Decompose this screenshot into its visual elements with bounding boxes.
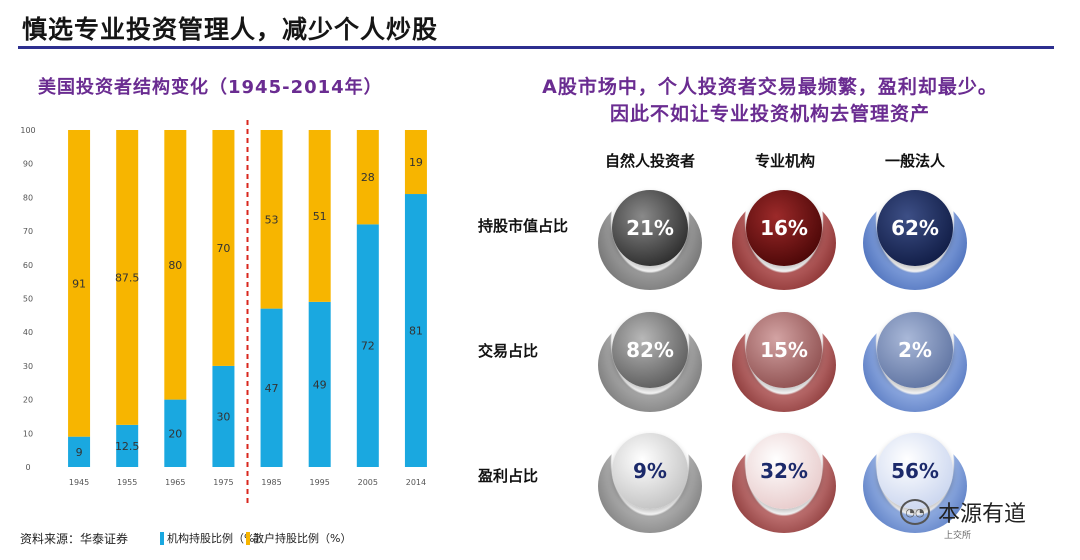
column-header-corporate: 一般法人 xyxy=(884,152,945,170)
bar-label-institutional-1955: 12.5 xyxy=(115,440,140,453)
ball-holding-individual: 21% xyxy=(598,190,702,294)
y-tick-label: 90 xyxy=(23,160,33,169)
bar-institutional-1985 xyxy=(260,308,283,467)
watermark: ◔◔ 本源有道 xyxy=(900,496,1026,528)
legend-retail: 散户持股比例（%） xyxy=(246,530,351,546)
bar-label-retail-1965: 80 xyxy=(168,259,182,272)
bar-label-institutional-1965: 20 xyxy=(168,427,182,440)
bar-institutional-1965 xyxy=(164,399,187,467)
value-profit-institution: 32% xyxy=(746,433,822,509)
bar-retail-1965 xyxy=(164,130,187,400)
bar-label-retail-1975: 70 xyxy=(216,242,230,255)
row-header-holding: 持股市值占比 xyxy=(478,217,569,235)
x-tick-label: 1985 xyxy=(261,478,281,487)
value-profit-individual: 9% xyxy=(612,433,688,509)
bar-retail-2005 xyxy=(356,130,379,225)
legend-institutional: 机构持股比例（%） xyxy=(160,530,265,546)
value-trading-individual: 82% xyxy=(612,312,688,388)
bar-retail-1985 xyxy=(260,130,283,309)
ball-holding-institution: 16% xyxy=(732,190,836,294)
bar-retail-1955 xyxy=(116,130,139,425)
value-holding-institution: 16% xyxy=(746,190,822,266)
bar-institutional-1945 xyxy=(68,436,91,467)
bar-label-retail-1995: 51 xyxy=(313,210,327,223)
right-headline-1: A股市场中，个人投资者交易最频繁，盈利却最少。 xyxy=(542,76,998,98)
legend-label-retail: 散户持股比例（%） xyxy=(253,532,352,545)
ball-holding-corporate: 62% xyxy=(863,190,967,294)
x-tick-label: 1945 xyxy=(69,478,89,487)
x-tick-label: 2005 xyxy=(358,478,378,487)
bar-retail-2014 xyxy=(404,130,427,195)
page-title: 慎选专业投资管理人，减少个人炒股 xyxy=(22,15,439,44)
value-trading-corporate: 2% xyxy=(877,312,953,388)
value-holding-corporate: 62% xyxy=(877,190,953,266)
y-tick-label: 10 xyxy=(23,429,33,438)
value-trading-institution: 15% xyxy=(746,312,822,388)
bar-label-institutional-2014: 81 xyxy=(409,325,423,338)
source-note: 资料来源：华泰证券 xyxy=(20,532,129,546)
x-tick-label: 1965 xyxy=(165,478,185,487)
ball-profit-corporate: 56% xyxy=(863,433,967,537)
legend-swatch-institutional xyxy=(160,531,164,545)
bar-institutional-1995 xyxy=(308,301,331,467)
value-holding-individual: 21% xyxy=(612,190,688,266)
x-tick-label: 1995 xyxy=(310,478,330,487)
legend-label-institutional: 机构持股比例（%） xyxy=(167,532,266,545)
ball-profit-individual: 9% xyxy=(598,433,702,537)
column-header-individual: 自然人投资者 xyxy=(604,152,695,170)
ball-trading-individual: 82% xyxy=(598,312,702,416)
ball-trading-institution: 15% xyxy=(732,312,836,416)
y-tick-label: 60 xyxy=(23,261,33,270)
bar-institutional-2014 xyxy=(404,194,427,467)
bar-label-institutional-1975: 30 xyxy=(216,410,230,423)
x-tick-label: 2014 xyxy=(406,478,426,487)
row-header-profit: 盈利占比 xyxy=(478,467,539,485)
bar-institutional-1975 xyxy=(212,365,235,467)
bar-label-retail-1955: 87.5 xyxy=(115,271,140,284)
watermark-text: 本源有道 xyxy=(938,502,1027,527)
bar-label-institutional-1995: 49 xyxy=(313,378,327,391)
row-header-trading: 交易占比 xyxy=(478,342,539,360)
bar-institutional-1955 xyxy=(116,424,139,467)
ball-trading-corporate: 2% xyxy=(863,312,967,416)
x-tick-label: 1975 xyxy=(213,478,233,487)
bar-retail-1945 xyxy=(68,130,91,437)
bar-label-retail-2005: 28 xyxy=(361,171,375,184)
y-tick-label: 100 xyxy=(20,126,35,135)
bar-label-retail-2014: 19 xyxy=(409,156,423,169)
watermark-small: 上交所 xyxy=(944,531,972,541)
chart-title: 美国投资者结构变化（1945-2014年） xyxy=(38,77,383,98)
wechat-icon: ◔◔ xyxy=(900,499,930,525)
y-tick-label: 70 xyxy=(23,227,33,236)
title-divider xyxy=(18,46,1054,49)
bar-label-institutional-2005: 72 xyxy=(361,340,375,353)
bar-label-institutional-1985: 47 xyxy=(265,382,279,395)
y-tick-label: 20 xyxy=(23,396,33,405)
right-headline-2: 因此不如让专业投资机构去管理资产 xyxy=(609,103,930,125)
ball-profit-institution: 32% xyxy=(732,433,836,537)
bar-retail-1975 xyxy=(212,130,235,366)
y-tick-label: 30 xyxy=(23,362,33,371)
x-tick-label: 1955 xyxy=(117,478,137,487)
column-header-institution: 专业机构 xyxy=(754,152,815,170)
value-profit-corporate: 56% xyxy=(877,433,953,509)
bar-retail-1995 xyxy=(308,130,331,302)
bar-label-retail-1945: 91 xyxy=(72,277,86,290)
legend-swatch-retail xyxy=(246,531,250,545)
y-tick-label: 50 xyxy=(23,295,33,304)
y-tick-label: 0 xyxy=(25,463,30,472)
stacked-bar-chart: 0102030405060708090100991194512.587.5195… xyxy=(20,120,427,507)
bar-label-institutional-1945: 9 xyxy=(76,446,83,459)
y-tick-label: 40 xyxy=(23,328,33,337)
y-tick-label: 80 xyxy=(23,193,33,202)
bar-institutional-2005 xyxy=(356,224,379,467)
bar-label-retail-1985: 53 xyxy=(265,213,279,226)
